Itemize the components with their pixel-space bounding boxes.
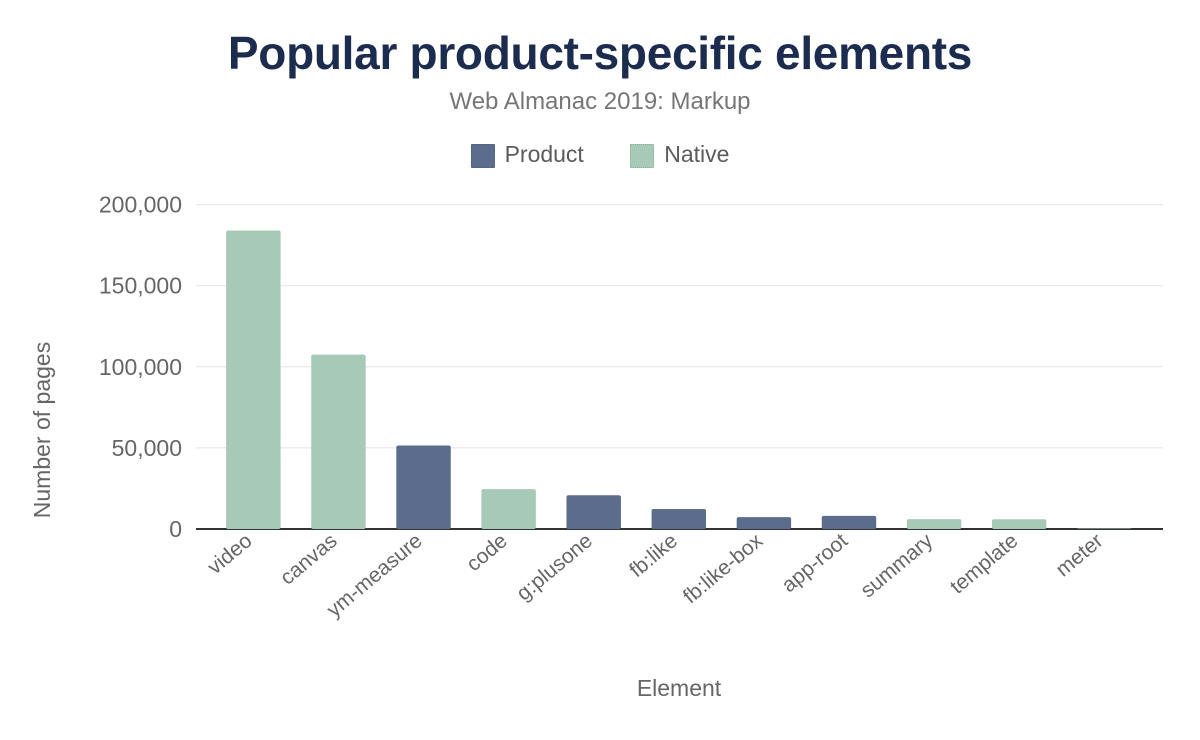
svg-text:200,000: 200,000 <box>99 192 182 218</box>
svg-text:summary: summary <box>856 529 937 602</box>
svg-text:template: template <box>946 529 1022 598</box>
svg-text:0: 0 <box>169 516 182 542</box>
svg-text:app-root: app-root <box>777 529 852 597</box>
svg-text:meter: meter <box>1052 529 1108 581</box>
svg-text:fb:like: fb:like <box>625 529 682 582</box>
svg-text:fb:like-box: fb:like-box <box>679 529 767 608</box>
svg-text:Number of pages: Number of pages <box>29 342 55 518</box>
svg-text:50,000: 50,000 <box>112 435 182 461</box>
svg-text:g:plusone: g:plusone <box>512 529 597 605</box>
svg-text:100,000: 100,000 <box>99 354 182 380</box>
svg-text:150,000: 150,000 <box>99 273 182 299</box>
svg-text:Element: Element <box>637 675 722 701</box>
svg-text:code: code <box>462 529 512 576</box>
svg-text:video: video <box>203 529 256 579</box>
svg-text:canvas: canvas <box>276 529 342 589</box>
